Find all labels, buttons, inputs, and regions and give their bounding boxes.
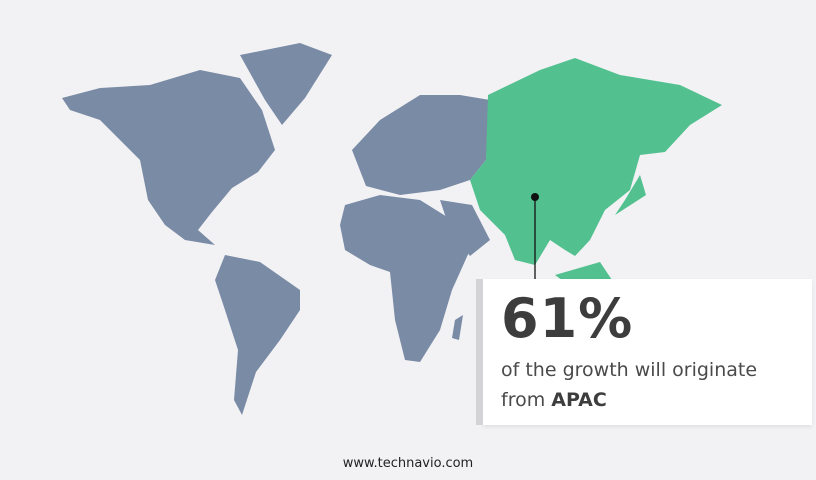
- region-name: APAC: [551, 389, 607, 411]
- stat-callout: 61% of the growth will originate from AP…: [483, 279, 812, 425]
- from-text: from: [501, 389, 546, 411]
- footer-url: www.technavio.com: [342, 456, 474, 471]
- north-america: [62, 70, 275, 245]
- growth-description: of the growth will originate from APAC: [501, 355, 757, 415]
- south-america: [215, 255, 300, 415]
- greenland: [240, 43, 332, 125]
- description-line2: from APAC: [501, 385, 757, 415]
- japan: [615, 175, 646, 215]
- madagascar: [452, 315, 463, 340]
- europe: [352, 95, 490, 195]
- middle-east: [440, 200, 490, 256]
- africa: [340, 195, 470, 362]
- description-line1: of the growth will originate: [501, 359, 758, 381]
- asia-apac: [470, 58, 722, 265]
- growth-percent: 61%: [501, 287, 634, 350]
- callout-marker-dot: [531, 193, 539, 201]
